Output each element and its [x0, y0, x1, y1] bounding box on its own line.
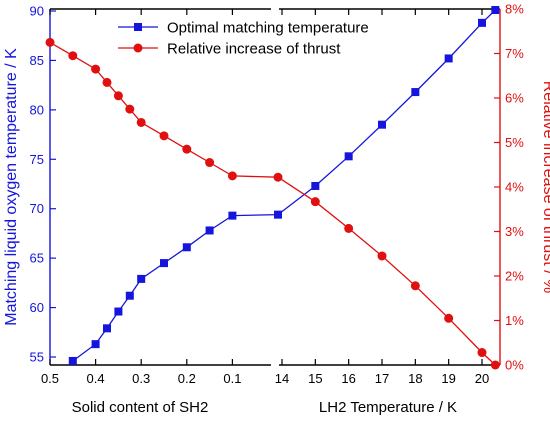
series-point-circle: [477, 348, 487, 358]
lh2-x-tick-label: 15: [308, 371, 322, 386]
series-point-square: [311, 181, 320, 190]
series-point-circle: [410, 281, 420, 291]
series-point-square: [478, 18, 486, 27]
series-line: [49, 41, 496, 366]
series-point-square: [91, 340, 100, 349]
right-y-tick-label: 6%: [505, 91, 524, 106]
series-layer: [45, 6, 500, 370]
series-point-circle: [159, 131, 169, 141]
series-point-square: [491, 6, 500, 15]
left-y-tick-label: 80: [30, 102, 44, 117]
lh2-x-tick-label: 17: [375, 371, 389, 386]
right-y-tick-label: 7%: [505, 46, 524, 61]
right-y-tick-label: 0%: [505, 358, 524, 373]
left-y-tick-label: 90: [30, 4, 44, 19]
left-y-tick-label: 75: [30, 152, 44, 167]
series-point-square: [68, 356, 77, 365]
series-point-circle: [310, 197, 320, 207]
series-point-circle: [113, 91, 123, 101]
series-point-circle: [102, 77, 112, 87]
series-point-circle: [182, 144, 192, 154]
lh2-x-tick-label: 19: [441, 371, 455, 386]
series-point-square: [228, 211, 237, 220]
series-point-circle: [45, 37, 55, 47]
series-point-circle: [444, 313, 454, 323]
series-point-square: [182, 243, 191, 252]
left-y-tick-label: 85: [30, 53, 44, 68]
series-point-square: [103, 324, 111, 333]
series-point-circle: [125, 104, 135, 114]
y-axis-label-left: Matching liquid oxygen temperature / K: [3, 48, 20, 326]
series-point-square: [344, 152, 353, 161]
series-point-square: [137, 274, 146, 283]
axis-labels: Solid content of SH2 LH2 Temperature / K M…: [3, 48, 550, 416]
series-point-square: [411, 88, 420, 97]
right-y-tick-label: 5%: [505, 135, 524, 150]
series-point-square: [114, 307, 123, 316]
series-point-square: [205, 226, 214, 235]
left-y-tick-label: 65: [30, 251, 44, 266]
left-y-tick-label: 60: [30, 300, 44, 315]
legend: Optimal matching temperature Relative inc…: [118, 20, 369, 58]
lh2-x-tick-label: 14: [275, 371, 289, 386]
lh2-x-tick-label: 16: [341, 371, 355, 386]
series-point-circle: [136, 117, 146, 127]
sh2-x-tick-label: 0.1: [223, 371, 241, 386]
series-line: [72, 9, 496, 362]
legend-entry-label: Optimal matching temperature: [167, 20, 369, 37]
sh2-x-tick-label: 0.5: [41, 371, 59, 386]
x-axis-label-lh2: LH2 Temperature / K: [319, 399, 457, 416]
left-y-tick-label: 70: [30, 201, 44, 216]
legend-entry-label: Relative increase of thrust: [167, 41, 341, 58]
y-axis-label-right: Relative increase of thrust / %: [540, 81, 550, 294]
legend-marker-circle: [133, 43, 143, 53]
series-point-circle: [91, 64, 101, 74]
right-y-tick-label: 2%: [505, 269, 524, 284]
series-point-square: [160, 259, 168, 268]
sh2-x-tick-label: 0.2: [178, 371, 196, 386]
series-point-circle: [344, 223, 354, 233]
right-y-tick-label: 3%: [505, 224, 524, 239]
sh2-x-tick-label: 0.4: [87, 371, 105, 386]
lh2-x-tick-label: 18: [408, 371, 422, 386]
lh2-x-tick-label: 20: [475, 371, 489, 386]
legend-marker-square: [134, 23, 142, 31]
series-point-circle: [273, 172, 283, 182]
right-y-tick-label: 1%: [505, 313, 524, 328]
series-point-circle: [205, 158, 215, 168]
right-y-tick-label: 4%: [505, 180, 524, 195]
sh2-x-tick-label: 0.3: [132, 371, 150, 386]
right-y-tick-label: 8%: [505, 2, 524, 17]
series-point-circle: [377, 251, 387, 261]
series-point-circle: [68, 51, 78, 61]
axis-ticks: 55 60 65 70 75 80 85 90 0% 1% 2% 3% 4% 5% 6% 7% 8% 0.5 0.4…: [30, 2, 525, 387]
series-point-circle: [227, 171, 237, 181]
series-point-square: [274, 210, 282, 219]
series-point-square: [378, 120, 386, 129]
series-point-square: [444, 54, 453, 63]
left-y-tick-label: 55: [30, 350, 44, 365]
series-point-square: [125, 291, 134, 300]
x-axis-label-sh2: Solid content of SH2: [72, 399, 209, 416]
series-point-circle: [490, 360, 500, 370]
